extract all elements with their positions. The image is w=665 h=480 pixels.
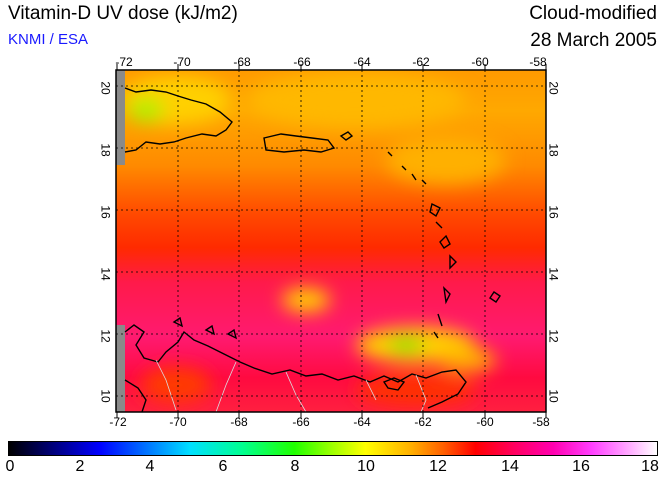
colorbar-label: 18 [641,458,659,475]
lon-tick-top: -70 [173,55,191,69]
lon-tick-bottom: -68 [230,415,248,429]
lon-tick-bottom: -72 [109,415,127,429]
uv-field [116,70,546,412]
lat-tick-left: 12 [98,329,113,343]
lat-tick-left: 14 [98,267,113,281]
lon-tick-bottom: -62 [414,415,432,429]
colorbar-label: 2 [75,458,85,475]
lat-tick-left: 18 [98,143,113,157]
colorbar-label: 4 [145,458,155,475]
product-type: Cloud-modified [529,3,657,24]
map-title: Vitamin-D UV dose (kJ/m2) [8,3,238,24]
colorbar-label: 14 [501,458,519,475]
map-date: 28 March 2005 [530,30,657,51]
lat-tick-left: 20 [98,81,113,95]
colorbar-label: 12 [429,458,447,475]
lat-tick-left: 16 [98,205,113,219]
lon-tick-top: -66 [293,55,311,69]
lon-tick-top: -58 [529,55,547,69]
lon-tick-top: -60 [471,55,489,69]
colorbar-label: 10 [357,458,375,475]
colorbar [8,441,658,456]
lon-tick-top: -68 [233,55,251,69]
lon-tick-top: -62 [412,55,430,69]
lat-tick-right: 16 [546,205,561,219]
colorbar-label: 16 [572,458,590,475]
lon-tick-bottom: -66 [292,415,310,429]
lon-tick-bottom: -70 [169,415,187,429]
data-source: KNMI / ESA [8,31,89,48]
colorbar-label: 8 [290,458,300,475]
lat-tick-right: 10 [546,389,561,403]
lon-tick-bottom: -60 [476,415,494,429]
no-data-strip-lower [116,325,125,412]
no-data-strip [116,70,125,165]
lat-tick-right: 12 [546,329,561,343]
colorbar-label: 0 [5,458,15,475]
lat-tick-right: 14 [546,267,561,281]
lon-tick-top: -72 [115,55,133,69]
lat-tick-left: 10 [98,389,113,403]
lon-tick-bottom: -58 [532,415,550,429]
lat-tick-right: 20 [546,81,561,95]
lon-tick-top: -64 [353,55,371,69]
colorbar-label: 6 [218,458,228,475]
lat-tick-right: 18 [546,143,561,157]
uv-dose-map[interactable] [116,70,546,412]
lon-tick-bottom: -64 [353,415,371,429]
